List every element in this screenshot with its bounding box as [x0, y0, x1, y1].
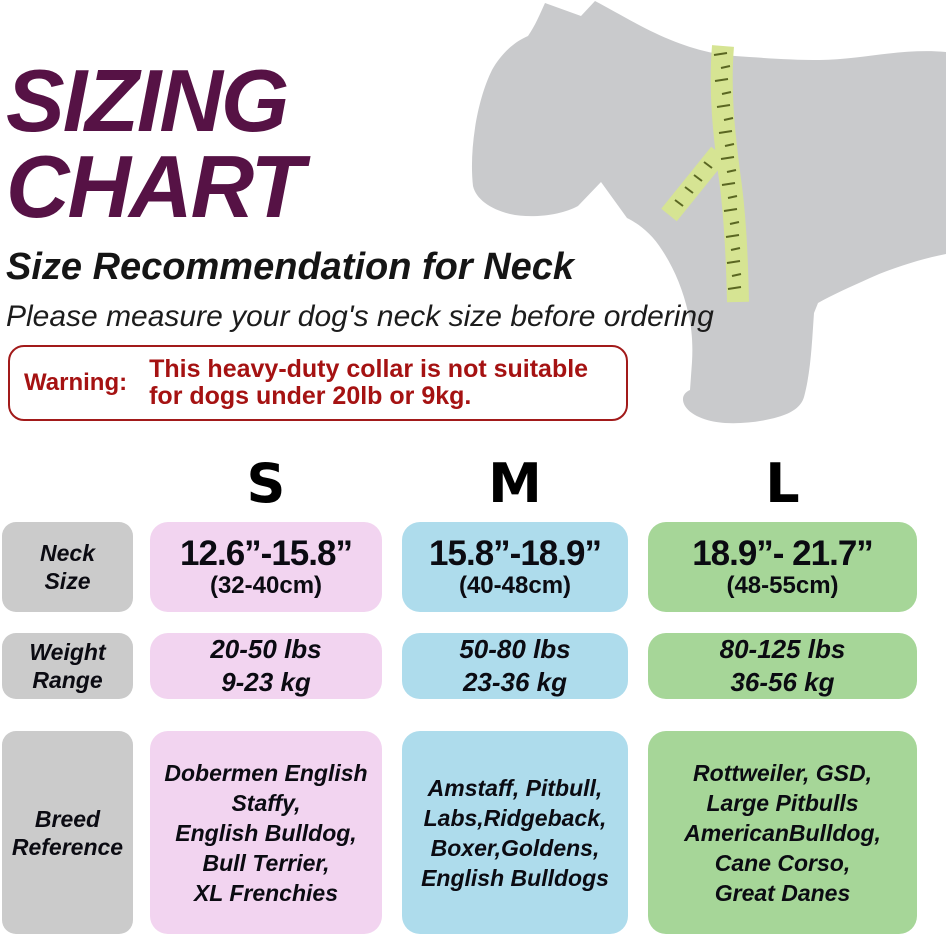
neck-cm-s: (32-40cm): [209, 572, 323, 599]
cell-breed-l: Rottweiler, GSD, Large Pitbulls American…: [648, 731, 917, 934]
french-bulldog-graphic: [471, 1, 946, 424]
size-header-s: S: [246, 451, 286, 515]
cell-neck-size-l: 18.9”- 21.7” (48-55cm): [648, 522, 917, 612]
row-label-breed-reference: Breed Reference: [2, 731, 133, 934]
neck-range-s: 12.6”-15.8”: [180, 534, 353, 573]
measuring-tape-graphic: [661, 45, 749, 303]
neck-cm-m: (40-48cm): [458, 572, 572, 599]
warning-label: Warning:: [24, 369, 128, 396]
measure-note: Please measure your dog's neck size befo…: [6, 300, 714, 333]
row-label-neck-size: Neck Size: [2, 522, 133, 612]
neck-range-m: 15.8”-18.9”: [429, 534, 602, 573]
cell-neck-size-m: 15.8”-18.9” (40-48cm): [402, 522, 628, 612]
cell-breed-s: Dobermen English Staffy, English Bulldog…: [150, 731, 382, 934]
dog-silhouette-image: [440, 0, 946, 440]
neck-range-l: 18.9”- 21.7”: [692, 534, 874, 573]
size-header-l: L: [765, 451, 800, 515]
page-title: SIZING CHART: [6, 51, 304, 236]
warning-box: Warning: This heavy-duty collar is not s…: [8, 345, 628, 421]
warning-text: This heavy-duty collar is not suitable f…: [149, 355, 589, 410]
cell-breed-m: Amstaff, Pitbull, Labs,Ridgeback, Boxer,…: [402, 731, 628, 934]
page-subtitle: Size Recommendation for Neck: [6, 246, 575, 288]
neck-cm-l: (48-55cm): [726, 572, 839, 599]
row-label-weight-range: Weight Range: [2, 633, 133, 699]
cell-weight-m: 50-80 lbs 23-36 kg: [402, 633, 628, 699]
size-header-m: M: [488, 451, 542, 515]
cell-weight-l: 80-125 lbs 36-56 kg: [648, 633, 917, 699]
cell-neck-size-s: 12.6”-15.8” (32-40cm): [150, 522, 382, 612]
cell-weight-s: 20-50 lbs 9-23 kg: [150, 633, 382, 699]
